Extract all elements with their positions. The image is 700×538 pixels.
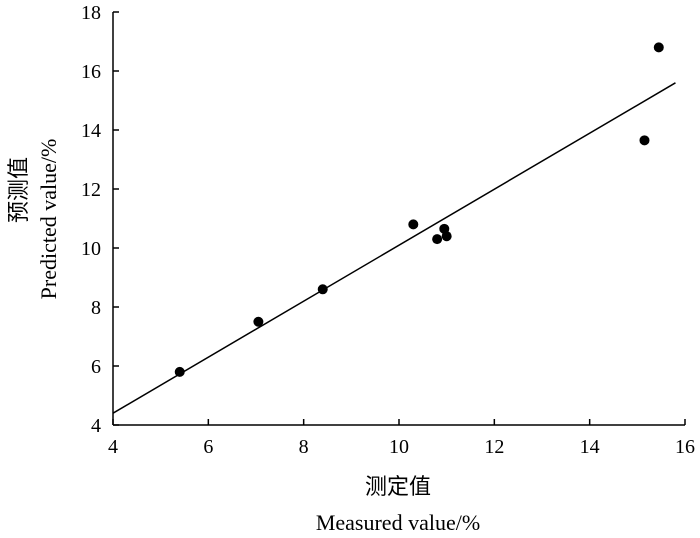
data-point xyxy=(441,231,452,242)
y-tick-label: 14 xyxy=(81,120,101,142)
y-tick-label: 16 xyxy=(81,61,101,83)
x-tick-label: 14 xyxy=(580,436,600,458)
data-point xyxy=(653,42,664,53)
x-tick-label: 8 xyxy=(299,436,309,458)
data-point xyxy=(174,366,185,377)
x-tick-label: 10 xyxy=(389,436,409,458)
y-axis-title-cn: 预测值 xyxy=(6,157,31,223)
y-axis-title: Predicted value/% xyxy=(36,139,61,300)
data-point xyxy=(408,219,419,230)
y-tick-label: 10 xyxy=(81,238,101,260)
y-ticks: 4 6 8 10 12 14 16 18 xyxy=(81,2,119,437)
data-points xyxy=(174,42,664,377)
x-ticks: 4 6 8 10 12 14 16 xyxy=(108,419,695,458)
data-point xyxy=(253,316,264,327)
x-tick-label: 16 xyxy=(675,436,695,458)
y-tick-label: 6 xyxy=(91,356,101,378)
x-tick-label: 12 xyxy=(484,436,504,458)
data-point xyxy=(317,284,328,295)
fit-line xyxy=(112,82,676,414)
y-tick-label: 18 xyxy=(81,2,101,24)
x-tick-label: 6 xyxy=(203,436,213,458)
data-point xyxy=(432,234,443,245)
x-axis-title-cn: 测定值 xyxy=(365,474,431,499)
data-point xyxy=(639,135,650,146)
x-axis-title: Measured value/% xyxy=(316,510,480,535)
y-tick-label: 8 xyxy=(91,297,101,319)
x-tick-label: 4 xyxy=(108,436,118,458)
y-tick-label: 4 xyxy=(91,415,101,437)
y-tick-label: 12 xyxy=(81,179,101,201)
